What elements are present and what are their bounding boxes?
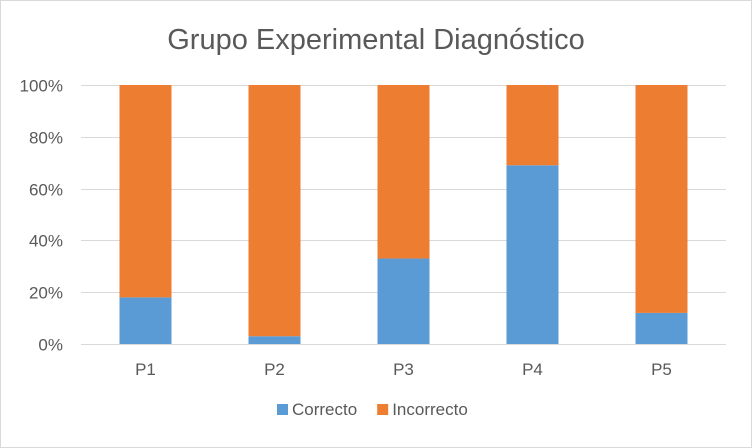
bar-correcto-p2 [248, 336, 301, 344]
x-tick-label: P3 [393, 360, 414, 379]
bar-correcto-p1 [119, 297, 172, 344]
y-tick-label: 0% [38, 336, 63, 355]
bar-incorrecto-p1 [119, 85, 172, 298]
legend-swatch-correcto [277, 404, 288, 415]
bar-correcto-p3 [377, 258, 430, 344]
y-tick-label: 100% [20, 77, 63, 96]
y-tick-label: 20% [29, 284, 63, 303]
y-tick-label: 80% [29, 129, 63, 148]
bar-correcto-p4 [506, 165, 559, 344]
y-axis-ticks: 0% 20% 40% 60% 80% 100% [20, 77, 63, 355]
bar-incorrecto-p5 [635, 85, 688, 313]
bars [119, 85, 688, 344]
y-tick-label: 40% [29, 232, 63, 251]
legend-label-correcto: Correcto [292, 400, 357, 419]
x-tick-label: P4 [522, 360, 543, 379]
bar-incorrecto-p3 [377, 85, 430, 259]
legend-swatch-incorrecto [377, 404, 389, 415]
x-tick-label: P5 [651, 360, 672, 379]
y-tick-label: 60% [29, 181, 63, 200]
x-tick-label: P2 [264, 360, 285, 379]
chart-title: Grupo Experimental Diagnóstico [167, 24, 584, 56]
bar-incorrecto-p2 [248, 85, 301, 337]
x-tick-label: P1 [135, 360, 156, 379]
bar-correcto-p5 [635, 312, 688, 344]
legend: Correcto Incorrecto [277, 400, 468, 419]
legend-label-incorrecto: Incorrecto [392, 400, 468, 419]
x-axis-ticks: P1 P2 P3 P4 P5 [135, 360, 672, 379]
bar-incorrecto-p4 [506, 85, 559, 166]
